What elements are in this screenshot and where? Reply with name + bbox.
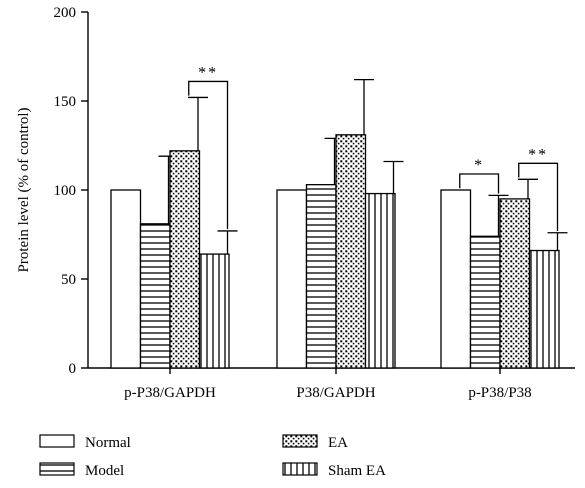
legend-swatch — [282, 462, 318, 476]
significance-label: ** — [198, 64, 218, 81]
significance-bracket — [518, 162, 559, 231]
axes: 0 50 100 150 200 Protein level (% of control)… — [16, 5, 575, 401]
significance-label: ** — [528, 146, 548, 163]
y-tick-label: 100 — [54, 183, 77, 199]
significance-label: * — [474, 157, 484, 174]
bar-ea — [499, 198, 531, 369]
x-tick-label: p-P38/P38 — [468, 385, 531, 401]
legend-label: Sham EA — [328, 463, 386, 479]
bar-model — [469, 235, 501, 369]
significance-annotations: ***** — [188, 64, 559, 231]
legend: Normal Model EA Sham EA — [39, 434, 386, 479]
y-tick-label: 200 — [54, 5, 77, 21]
significance-bracket — [188, 80, 229, 230]
legend-label: Normal — [85, 435, 131, 451]
bar-normal — [110, 189, 142, 369]
x-tick-label: p-P38/GAPDH — [124, 385, 216, 401]
legend-swatch — [39, 434, 75, 448]
legend-label: Model — [85, 463, 124, 479]
bar-model — [139, 223, 171, 369]
y-tick-label: 150 — [54, 94, 77, 110]
y-axis-title: Protein level (% of control) — [16, 108, 32, 273]
x-tick-label: P38/GAPDH — [296, 385, 375, 401]
bar-model — [305, 184, 337, 369]
bar-sham-ea — [364, 192, 396, 369]
significance-bracket — [459, 173, 500, 194]
bar-sham-ea — [528, 249, 560, 369]
bar-ea — [335, 134, 367, 369]
bars — [110, 134, 560, 369]
bar-ea — [169, 150, 201, 369]
legend-label: EA — [328, 435, 348, 451]
bar-sham-ea — [198, 253, 230, 369]
error-bars — [158, 78, 568, 255]
y-tick-label: 0 — [69, 361, 77, 377]
legend-swatch — [282, 434, 318, 448]
y-tick-label: 50 — [61, 272, 76, 288]
legend-swatch — [39, 462, 75, 476]
bar-normal — [276, 189, 308, 369]
bar-normal — [440, 189, 472, 369]
